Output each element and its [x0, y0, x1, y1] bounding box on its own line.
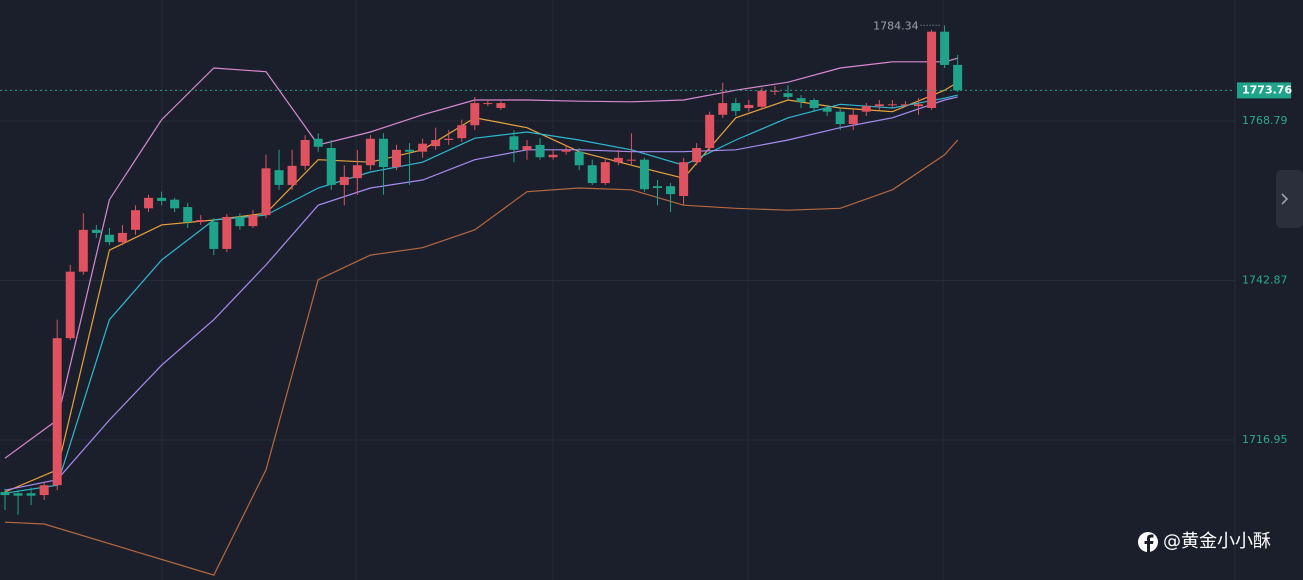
candle-body [470, 103, 480, 126]
last-price-label: 1773.76 [1242, 83, 1292, 96]
candle-body [809, 100, 819, 108]
candle-body [483, 103, 493, 105]
overlay-line [4, 57, 958, 459]
candles [0, 25, 963, 515]
candle-body [209, 221, 219, 249]
candle-body [705, 114, 715, 148]
watermark-text: @黄金小小酥 [1163, 531, 1271, 552]
candle-body [653, 186, 662, 188]
candle-body [574, 151, 584, 166]
candle-body [78, 229, 88, 272]
overlay-line [4, 139, 959, 576]
candle-body [744, 104, 754, 108]
candle-body [757, 90, 767, 107]
candle-body [157, 197, 167, 201]
candle-body [392, 149, 401, 168]
candle-body [313, 138, 323, 147]
candle-body [927, 31, 937, 109]
candle-body [900, 104, 910, 106]
candle-body [861, 106, 871, 112]
overlay-line [4, 96, 958, 491]
candle-body [117, 232, 127, 243]
candle-body [496, 103, 506, 108]
candle-body [796, 98, 806, 102]
candle-body [365, 138, 375, 166]
candle-body [509, 136, 519, 150]
candle-body [405, 149, 415, 152]
candle-body [457, 125, 467, 139]
watermark-icon-f [1144, 534, 1154, 553]
candle-body [52, 338, 62, 486]
last-price-box [1237, 82, 1291, 99]
candle-body [548, 154, 558, 158]
candle-body [287, 165, 297, 185]
candle-body [914, 104, 923, 107]
candle-body [666, 186, 676, 195]
y-tick-label: 1768.79 [1242, 114, 1288, 127]
grid [0, 120, 1235, 441]
collapse-button-bg[interactable] [1276, 170, 1303, 228]
candle-body [222, 216, 232, 249]
candle-body [770, 90, 780, 92]
y-tick-label: 1742.87 [1242, 273, 1288, 286]
candle-body [600, 162, 610, 184]
candle-body [626, 159, 636, 161]
candle-body [378, 138, 388, 168]
candle-body [65, 271, 75, 339]
candle-body [352, 165, 362, 179]
candle-body [431, 140, 441, 147]
candle-body [26, 493, 36, 496]
candle-body [131, 210, 140, 230]
candle-body [561, 149, 571, 152]
candle-body [587, 165, 597, 184]
candle-body [144, 197, 154, 209]
candle-body [522, 146, 532, 150]
candle-body [104, 234, 114, 243]
candle-body [848, 114, 858, 124]
candle-body [444, 138, 454, 140]
candle-body [613, 157, 623, 163]
candle-body [196, 220, 206, 222]
candle-body [300, 140, 310, 166]
y-axis: 1716.95 1742.87 1768.79 1773.76 1784.34 [0, 19, 1292, 446]
overlays [4, 57, 959, 576]
candle-body [39, 485, 49, 496]
candle-body [418, 143, 428, 152]
candle-body [692, 148, 702, 163]
overlay-line [4, 94, 958, 494]
candle-body [339, 176, 349, 185]
watermark: @黄金小小酥 [1138, 531, 1271, 553]
candle-body [274, 170, 284, 185]
candle-body [235, 216, 245, 227]
candle-body [326, 148, 336, 185]
candle-body [639, 159, 649, 190]
candle-body [679, 162, 689, 196]
candle-body [783, 93, 793, 97]
candle-body [170, 199, 180, 209]
candle-body [0, 492, 10, 496]
candle-body [940, 31, 950, 65]
candle-body [91, 229, 101, 233]
candle-body [731, 103, 741, 112]
candle-body [248, 215, 258, 227]
candle-body [183, 207, 193, 222]
max-label: 1784.34 [873, 19, 919, 32]
candle-body [822, 108, 832, 112]
candle-body [835, 111, 845, 124]
vertical-grid [161, 0, 1236, 580]
candle-body [887, 104, 897, 106]
candle-body [535, 144, 545, 158]
candle-body [953, 64, 963, 91]
y-tick-label: 1716.95 [1242, 433, 1288, 446]
candle-body [13, 493, 23, 496]
candle-body [874, 104, 884, 107]
candle-body [261, 168, 271, 216]
collapse-button[interactable] [1276, 170, 1303, 228]
candle-body [718, 103, 728, 115]
collapse-arrow[interactable] [1281, 193, 1289, 205]
